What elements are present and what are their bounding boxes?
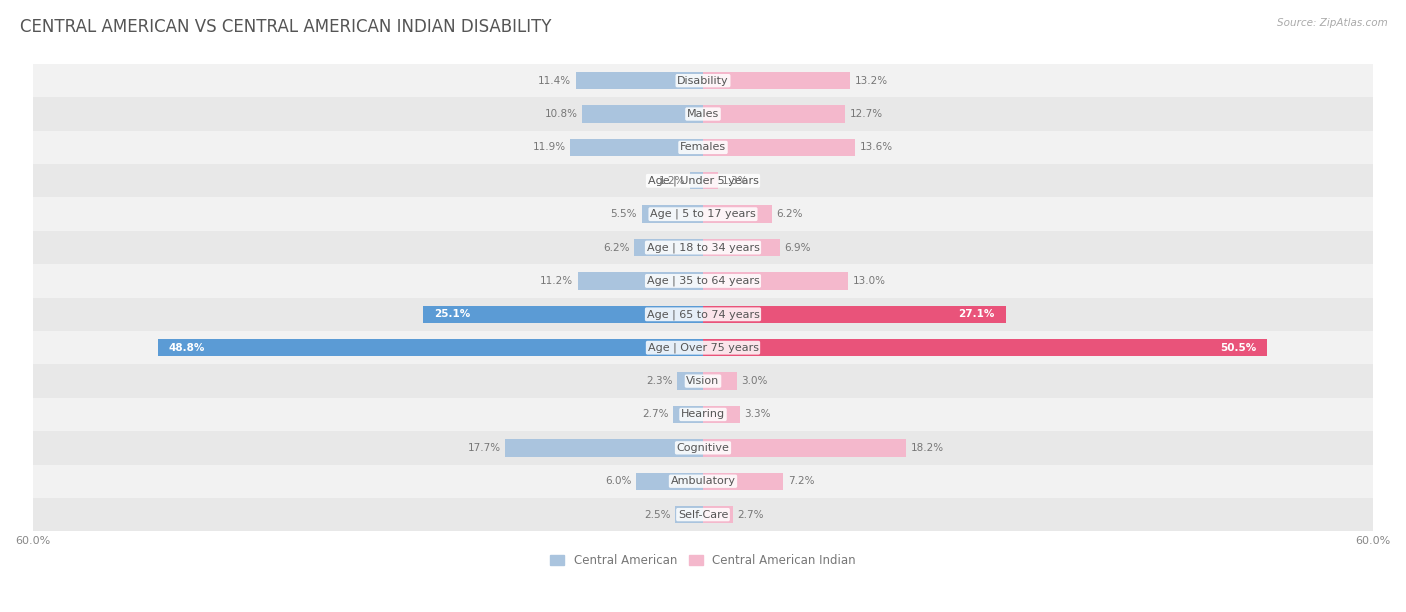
Text: 2.5%: 2.5%: [644, 510, 671, 520]
Text: Vision: Vision: [686, 376, 720, 386]
Bar: [675, 506, 703, 523]
Bar: [32, 131, 1374, 164]
Legend: Central American, Central American Indian: Central American, Central American India…: [546, 550, 860, 572]
Bar: [32, 398, 1374, 431]
Text: 11.2%: 11.2%: [540, 276, 574, 286]
Bar: [32, 364, 1374, 398]
Text: Age | Under 5 years: Age | Under 5 years: [648, 176, 758, 186]
Text: Self-Care: Self-Care: [678, 510, 728, 520]
Bar: [678, 373, 703, 390]
Text: 13.0%: 13.0%: [852, 276, 886, 286]
Text: 5.5%: 5.5%: [610, 209, 637, 219]
Bar: [569, 139, 703, 156]
Text: 2.7%: 2.7%: [643, 409, 668, 419]
Bar: [703, 373, 737, 390]
Text: 6.2%: 6.2%: [776, 209, 803, 219]
Bar: [703, 406, 740, 423]
Text: 2.3%: 2.3%: [647, 376, 673, 386]
Text: 3.0%: 3.0%: [741, 376, 768, 386]
Bar: [703, 506, 733, 523]
Bar: [703, 305, 1005, 323]
Text: 18.2%: 18.2%: [911, 443, 943, 453]
Bar: [505, 439, 703, 457]
Bar: [703, 72, 851, 89]
Text: 1.3%: 1.3%: [723, 176, 748, 186]
Bar: [703, 105, 845, 123]
Bar: [703, 472, 783, 490]
Text: 11.4%: 11.4%: [538, 76, 571, 86]
Bar: [575, 72, 703, 89]
Bar: [32, 231, 1374, 264]
Text: 50.5%: 50.5%: [1220, 343, 1256, 353]
Bar: [703, 239, 780, 256]
Bar: [689, 172, 703, 190]
Text: 13.6%: 13.6%: [859, 143, 893, 152]
Text: Males: Males: [688, 109, 718, 119]
Text: 7.2%: 7.2%: [787, 476, 814, 486]
Bar: [703, 139, 855, 156]
Bar: [32, 164, 1374, 198]
Text: Age | Over 75 years: Age | Over 75 years: [648, 343, 758, 353]
Text: Age | 65 to 74 years: Age | 65 to 74 years: [647, 309, 759, 319]
Bar: [578, 272, 703, 289]
Text: Cognitive: Cognitive: [676, 443, 730, 453]
Bar: [703, 272, 848, 289]
Bar: [32, 297, 1374, 331]
Bar: [673, 406, 703, 423]
Text: 2.7%: 2.7%: [738, 510, 763, 520]
Text: 1.2%: 1.2%: [658, 176, 685, 186]
Text: CENTRAL AMERICAN VS CENTRAL AMERICAN INDIAN DISABILITY: CENTRAL AMERICAN VS CENTRAL AMERICAN IND…: [20, 18, 551, 36]
Text: Age | 35 to 64 years: Age | 35 to 64 years: [647, 275, 759, 286]
Bar: [32, 97, 1374, 131]
Bar: [32, 498, 1374, 531]
Bar: [703, 339, 1267, 356]
Bar: [582, 105, 703, 123]
Bar: [157, 339, 703, 356]
Text: 3.3%: 3.3%: [744, 409, 770, 419]
Bar: [32, 331, 1374, 364]
Text: 13.2%: 13.2%: [855, 76, 889, 86]
Text: 6.2%: 6.2%: [603, 242, 630, 253]
Text: 10.8%: 10.8%: [546, 109, 578, 119]
Bar: [703, 439, 907, 457]
Text: Source: ZipAtlas.com: Source: ZipAtlas.com: [1277, 18, 1388, 28]
Text: 17.7%: 17.7%: [468, 443, 501, 453]
Text: Females: Females: [681, 143, 725, 152]
Bar: [32, 198, 1374, 231]
Text: Age | 5 to 17 years: Age | 5 to 17 years: [650, 209, 756, 220]
Bar: [641, 206, 703, 223]
Text: 25.1%: 25.1%: [433, 309, 470, 319]
Text: 11.9%: 11.9%: [533, 143, 565, 152]
Text: Hearing: Hearing: [681, 409, 725, 419]
Bar: [32, 465, 1374, 498]
Bar: [634, 239, 703, 256]
Text: 48.8%: 48.8%: [169, 343, 205, 353]
Text: Disability: Disability: [678, 76, 728, 86]
Text: 12.7%: 12.7%: [849, 109, 883, 119]
Bar: [32, 64, 1374, 97]
Text: Ambulatory: Ambulatory: [671, 476, 735, 486]
Text: 6.0%: 6.0%: [605, 476, 631, 486]
Text: 6.9%: 6.9%: [785, 242, 811, 253]
Bar: [32, 264, 1374, 297]
Bar: [703, 172, 717, 190]
Text: 27.1%: 27.1%: [959, 309, 994, 319]
Text: Age | 18 to 34 years: Age | 18 to 34 years: [647, 242, 759, 253]
Bar: [32, 431, 1374, 465]
Bar: [636, 472, 703, 490]
Bar: [423, 305, 703, 323]
Bar: [703, 206, 772, 223]
